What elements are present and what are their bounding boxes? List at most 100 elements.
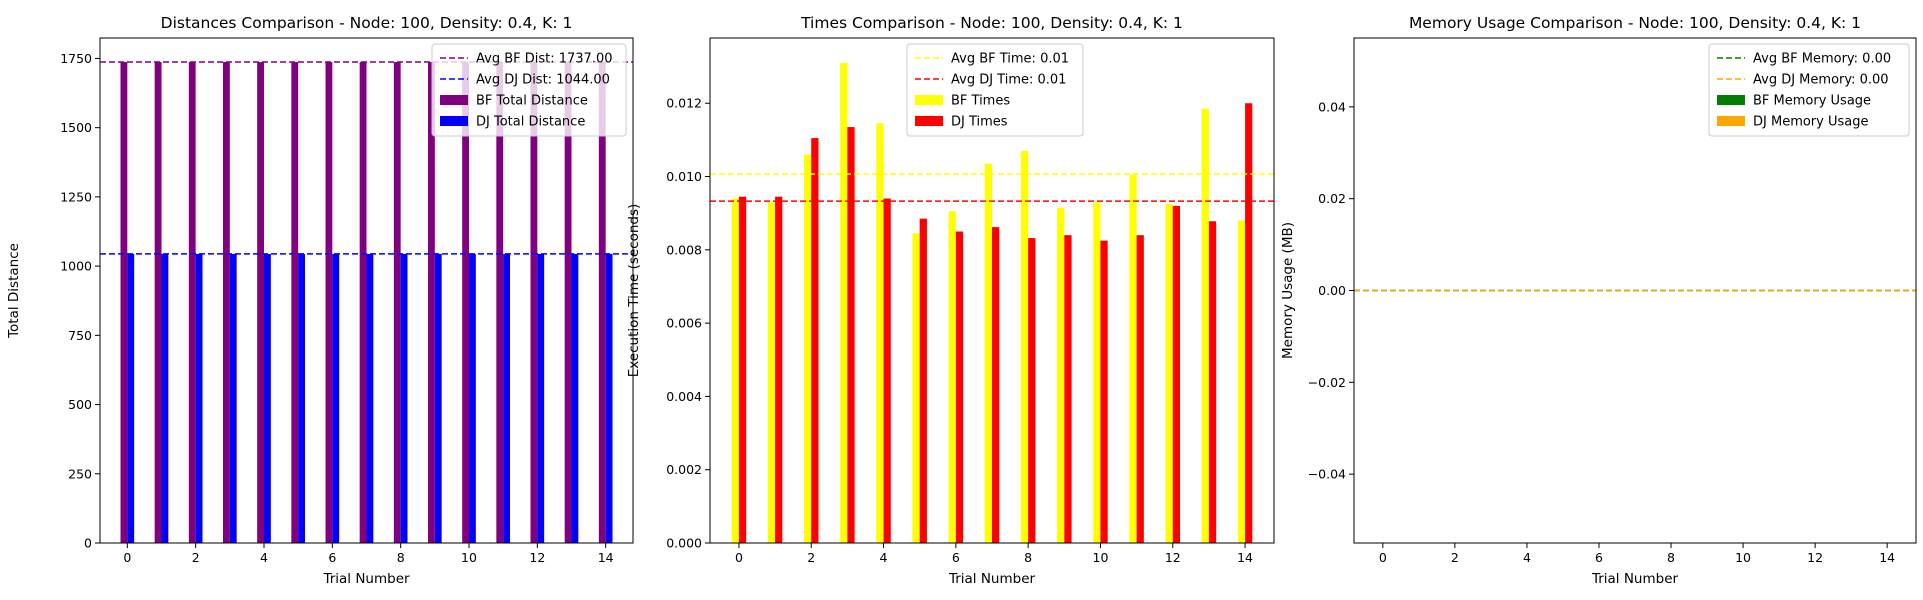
legend-label: Avg BF Memory: 0.00 bbox=[1753, 52, 1891, 67]
legend-label: Avg DJ Memory: 0.00 bbox=[1753, 73, 1889, 88]
bar-bf-trial-10 bbox=[462, 62, 469, 544]
y-tick-label: 0.006 bbox=[666, 316, 702, 331]
chart-title: Distances Comparison - Node: 100, Densit… bbox=[161, 14, 573, 32]
x-tick-label: 4 bbox=[1523, 550, 1531, 565]
y-axis-label: Memory Usage (MB) bbox=[1280, 222, 1296, 359]
y-axis-label: Execution Time (seconds) bbox=[626, 204, 642, 378]
bar-dj-trial-13 bbox=[1208, 221, 1217, 544]
bar-bf-trial-0 bbox=[120, 62, 128, 544]
bar-bf-trial-14 bbox=[598, 62, 606, 544]
legend-label: Avg DJ Time: 0.01 bbox=[951, 73, 1066, 88]
legend-label: Avg BF Time: 0.01 bbox=[951, 52, 1069, 67]
x-tick-label: 10 bbox=[461, 550, 477, 565]
x-tick-label: 4 bbox=[880, 550, 888, 565]
bar-bf-trial-12 bbox=[1165, 204, 1173, 543]
y-tick-label: 1750 bbox=[60, 51, 92, 66]
legend: Avg BF Memory: 0.00 Avg DJ Memory: 0.00 BF… bbox=[1708, 43, 1910, 137]
legend-label: BF Total Distance bbox=[476, 94, 588, 109]
bar-dj-trial-11 bbox=[1136, 235, 1144, 543]
y-tick-label: 0.008 bbox=[666, 242, 702, 257]
x-tick-label: 4 bbox=[260, 550, 268, 565]
bar-bf-trial-9 bbox=[428, 62, 435, 544]
chart-title: Times Comparison - Node: 100, Density: 0… bbox=[800, 14, 1183, 32]
x-tick-label: 8 bbox=[1024, 550, 1032, 565]
legend-label: BF Times bbox=[951, 94, 1010, 109]
x-tick-label: 2 bbox=[807, 550, 815, 565]
bar-bf-trial-6 bbox=[325, 62, 333, 544]
chart-3: 0 2 4 6 8 10 12 14 −0.04 −0.02 0.00 0.02 0.04 Memory … bbox=[1280, 14, 1917, 587]
bar-dj-trial-10 bbox=[469, 253, 476, 543]
x-tick-label: 12 bbox=[1165, 550, 1181, 565]
bar-dj-trial-7 bbox=[992, 227, 1000, 543]
x-tick-label: 14 bbox=[1237, 550, 1253, 565]
y-tick-label: 1500 bbox=[60, 120, 92, 135]
x-tick-label: 0 bbox=[123, 550, 131, 565]
bar-bf-trial-3 bbox=[223, 62, 230, 544]
bar-bf-trial-2 bbox=[188, 62, 196, 544]
y-tick-label: 0.04 bbox=[1318, 99, 1346, 114]
bar-dj-trial-4 bbox=[264, 253, 271, 543]
bar-bf-trial-9 bbox=[1057, 207, 1065, 543]
x-axis-label: Trial Number bbox=[322, 571, 410, 587]
legend-patch-swatch bbox=[440, 95, 468, 105]
y-tick-label: 0.004 bbox=[666, 389, 702, 404]
bar-bf-trial-8 bbox=[393, 62, 401, 544]
bar-dj-trial-14 bbox=[1245, 103, 1253, 543]
legend: Avg BF Dist: 1737.00 Avg DJ Dist: 1044.00… bbox=[431, 43, 627, 137]
y-tick-label: −0.04 bbox=[1308, 467, 1346, 482]
chart-title: Memory Usage Comparison - Node: 100, Den… bbox=[1409, 14, 1861, 32]
y-axis-label: Total Distance bbox=[6, 243, 22, 339]
bar-dj-trial-11 bbox=[503, 253, 510, 543]
legend-label: DJ Memory Usage bbox=[1753, 115, 1868, 130]
legend-patch-swatch bbox=[915, 116, 943, 126]
bar-dj-trial-6 bbox=[955, 231, 964, 543]
bar-bf-trial-11 bbox=[496, 62, 504, 544]
bar-bf-trial-1 bbox=[154, 62, 162, 544]
y-tick-label: 0 bbox=[84, 536, 92, 551]
x-tick-label: 0 bbox=[735, 550, 743, 565]
legend-box bbox=[1708, 43, 1910, 137]
x-tick-label: 6 bbox=[328, 550, 336, 565]
bar-dj-trial-5 bbox=[298, 253, 305, 543]
bar-bf-trial-11 bbox=[1129, 174, 1137, 543]
bar-dj-trial-7 bbox=[366, 253, 374, 543]
bar-dj-trial-0 bbox=[738, 196, 747, 543]
bar-bf-trial-4 bbox=[257, 62, 264, 544]
x-tick-label: 14 bbox=[598, 550, 614, 565]
bar-bf-trial-8 bbox=[1020, 150, 1029, 543]
x-axis-label: Trial Number bbox=[1591, 571, 1679, 587]
chart-1: 0 2 4 6 8 10 12 14 0 250 500 750 1000 1250 1500 1750 Dis… bbox=[6, 14, 634, 587]
bar-bf-trial-5 bbox=[912, 233, 920, 543]
bar-bf-trial-10 bbox=[1093, 202, 1101, 543]
bar-dj-trial-6 bbox=[332, 253, 340, 543]
y-tick-label: 1250 bbox=[60, 189, 92, 204]
legend-box bbox=[906, 43, 1084, 137]
x-tick-label: 2 bbox=[1451, 550, 1459, 565]
x-tick-label: 14 bbox=[1879, 550, 1895, 565]
bar-bf-trial-4 bbox=[876, 123, 884, 543]
bar-dj-trial-10 bbox=[1100, 240, 1108, 543]
bar-dj-trial-2 bbox=[195, 253, 203, 543]
x-tick-label: 12 bbox=[529, 550, 545, 565]
legend: Avg BF Time: 0.01 Avg DJ Time: 0.01 BF Tim… bbox=[906, 43, 1084, 137]
x-tick-label: 12 bbox=[1807, 550, 1823, 565]
bar-dj-trial-5 bbox=[919, 218, 927, 544]
legend-box bbox=[431, 43, 627, 137]
bar-bf-trial-14 bbox=[1237, 220, 1246, 543]
bar-bf-trial-7 bbox=[984, 163, 992, 543]
x-axis-label: Trial Number bbox=[948, 571, 1036, 587]
plot-frame bbox=[99, 37, 634, 544]
bar-dj-trial-9 bbox=[1064, 235, 1072, 543]
plot-frame bbox=[709, 37, 1275, 544]
x-tick-label: 2 bbox=[192, 550, 200, 565]
legend-patch-swatch bbox=[440, 116, 468, 126]
x-tick-label: 8 bbox=[1667, 550, 1675, 565]
y-tick-label: −0.02 bbox=[1308, 375, 1346, 390]
bar-dj-trial-8 bbox=[1028, 238, 1036, 543]
legend-patch-swatch bbox=[915, 95, 943, 105]
bar-bf-trial-3 bbox=[840, 62, 848, 544]
bar-dj-trial-9 bbox=[434, 253, 442, 543]
bar-dj-trial-1 bbox=[775, 196, 783, 543]
bar-bf-trial-1 bbox=[767, 202, 776, 543]
